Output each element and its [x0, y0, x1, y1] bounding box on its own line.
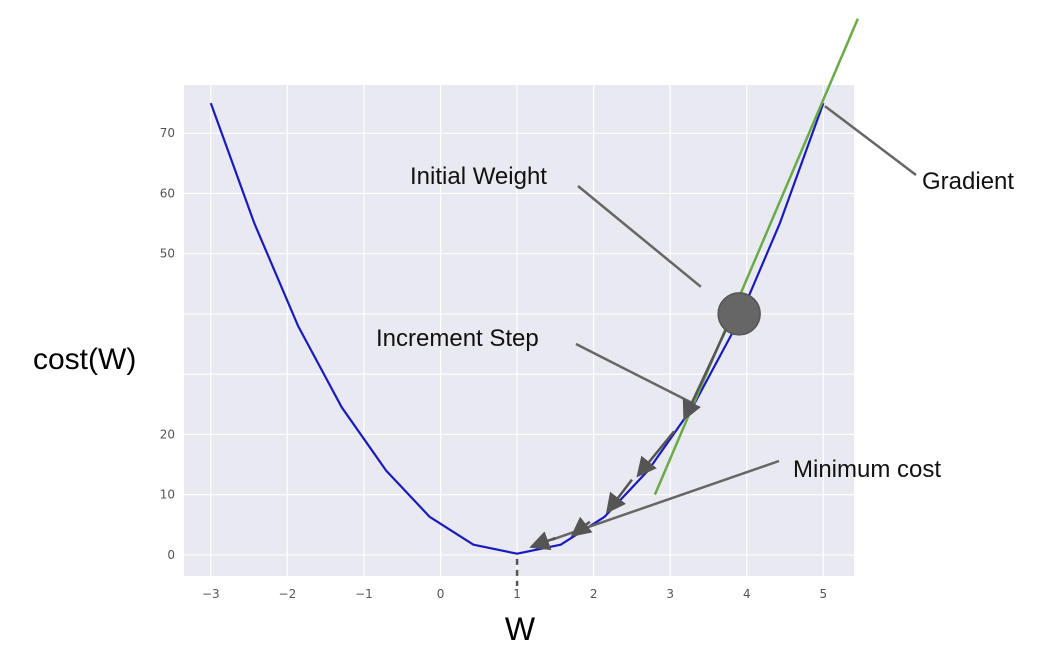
descent-step-arrow	[529, 531, 556, 551]
annotation-increment-step: Increment Step	[376, 325, 539, 352]
annotation-gradient: Gradient	[922, 168, 1014, 195]
descent-step-arrow	[570, 516, 593, 537]
annotation-leader-lines	[551, 105, 917, 542]
descent-step-arrow	[682, 325, 729, 421]
x-tick-label: 3	[666, 587, 674, 601]
x-tick-label: −1	[355, 587, 373, 601]
x-tick-label: −3	[202, 587, 220, 601]
gridlines	[184, 85, 854, 576]
y-tick-label: 0	[167, 548, 175, 562]
x-tick-label: 5	[820, 587, 828, 601]
x-axis-label: W	[505, 611, 536, 647]
cost-curve-series	[209, 102, 825, 586]
y-tick-label: 70	[160, 126, 175, 140]
initial-weight-point	[717, 292, 761, 336]
y-axis-label: cost(W)	[33, 343, 136, 376]
x-tick-label: −2	[279, 587, 297, 601]
y-tick-label: 10	[160, 488, 175, 502]
cost-curve-line	[209, 102, 825, 555]
initial-weight-leader	[577, 185, 702, 288]
increment-step-leader	[575, 342, 696, 406]
descent-step-arrow	[605, 478, 633, 514]
x-tick-label: 0	[437, 587, 445, 601]
y-tick-label: 50	[160, 247, 175, 261]
y-tick-label: 60	[160, 186, 175, 200]
descent-step-arrow	[636, 430, 676, 478]
gradient-leader	[824, 105, 917, 176]
x-tick-label: 1	[513, 587, 521, 601]
annotation-minimum-cost: Minimum cost	[793, 456, 941, 483]
x-tick-label: 4	[743, 587, 751, 601]
initial-weight-dot	[717, 292, 761, 336]
x-tick-label: 2	[590, 587, 598, 601]
y-tick-label: 20	[160, 427, 175, 441]
descent-step-arrows	[529, 325, 729, 551]
annotation-initial-weight: Initial Weight	[410, 163, 547, 190]
